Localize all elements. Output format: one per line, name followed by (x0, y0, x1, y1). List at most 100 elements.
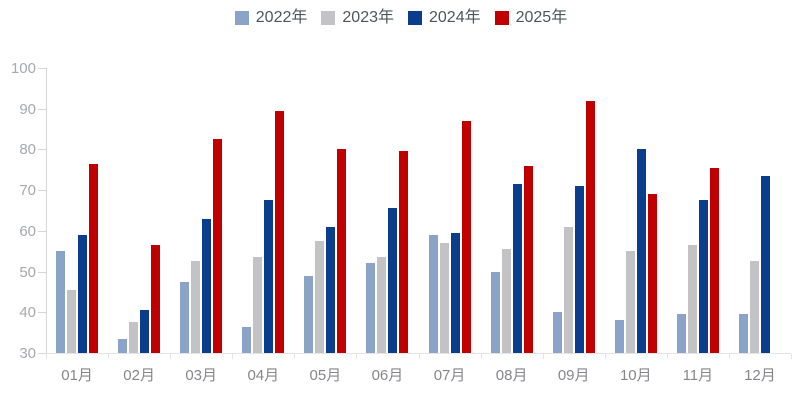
x-axis-boundary-tick (480, 354, 482, 359)
y-axis-tick (38, 190, 46, 192)
bar-2024年-08月 (512, 184, 522, 353)
x-axis-boundary-tick (232, 354, 234, 359)
bar-2023年-11月 (687, 245, 697, 353)
bar-2023年-06月 (377, 257, 387, 353)
bar-2024年-09月 (574, 186, 584, 353)
bar-2024年-02月 (140, 310, 150, 353)
bar-2025年-10月 (647, 194, 657, 353)
legend-swatch-icon (408, 11, 422, 25)
bar-2025年-04月 (275, 110, 285, 353)
bar-2024年-07月 (450, 232, 460, 353)
bar-2022年-03月 (180, 281, 190, 353)
bar-2025年-07月 (461, 120, 471, 353)
y-axis-tick (38, 271, 46, 273)
legend: 2022年 2023年 2024年 2025年 (0, 10, 802, 26)
x-axis-boundary-tick (542, 354, 544, 359)
x-axis-category-label: 11月 (682, 367, 714, 384)
bar-2025年-03月 (213, 139, 223, 353)
y-axis-tick (38, 230, 46, 232)
bar-2025年-09月 (585, 100, 595, 353)
x-axis-category-label: 12月 (744, 367, 776, 384)
x-axis-category-label: 02月 (123, 367, 155, 384)
bar-2024年-01月 (78, 234, 88, 353)
bar-2024年-05月 (326, 226, 336, 353)
bar-2023年-08月 (501, 249, 511, 353)
bar-2022年-01月 (56, 251, 66, 353)
bar-2024年-04月 (264, 200, 274, 353)
y-axis-line (46, 68, 47, 353)
legend-swatch-icon (321, 11, 336, 25)
bar-2023年-07月 (439, 243, 449, 353)
x-axis-boundary-tick (46, 354, 47, 359)
bar-2025年-01月 (89, 163, 99, 353)
y-axis-tick-label: 50 (19, 263, 36, 281)
bar-2023年-04月 (253, 257, 263, 353)
y-axis-tick-label: 100 (10, 60, 36, 77)
bar-2025年-02月 (151, 245, 161, 353)
bar-2024年-06月 (388, 208, 398, 353)
bar-2023年-12月 (749, 261, 759, 353)
bar-2022年-11月 (676, 314, 686, 353)
x-axis-boundary-tick (418, 354, 420, 359)
legend-swatch-icon (494, 11, 509, 25)
x-axis-category-label: 01月 (61, 367, 93, 384)
y-axis-tick-label: 40 (19, 304, 36, 322)
bar-2024年-03月 (202, 218, 212, 353)
x-axis-category-label: 08月 (495, 367, 528, 384)
y-axis-tick-label: 30 (19, 345, 36, 362)
x-axis-boundary-tick (604, 354, 606, 359)
x-axis-category-label: 06月 (371, 367, 404, 384)
legend-item-2022年[interactable]: 2022年 (234, 9, 308, 26)
bar-2022年-06月 (366, 263, 376, 353)
bar-2025年-08月 (523, 165, 533, 353)
x-axis-boundary-tick (108, 354, 110, 359)
x-axis-category-label: 10月 (619, 367, 652, 384)
y-axis-tick (38, 68, 46, 69)
y-axis-tick (38, 353, 46, 354)
bar-2024年-10月 (636, 149, 646, 353)
x-axis-boundary-tick (791, 354, 792, 359)
legend-item-2023年[interactable]: 2023年 (321, 10, 394, 26)
x-axis-boundary-tick (356, 354, 358, 359)
bar-2025年-05月 (337, 149, 347, 353)
bar-2024年-11月 (698, 200, 708, 353)
bar-2023年-05月 (315, 241, 325, 353)
bar-2023年-03月 (191, 261, 201, 353)
x-axis-boundary-tick (728, 354, 730, 359)
legend-item-2025年[interactable]: 2025年 (494, 9, 568, 26)
legend-label: 2023年 (342, 9, 394, 26)
y-axis-tick-label: 80 (19, 141, 36, 159)
y-axis-tick-label: 90 (19, 100, 36, 118)
legend-label: 2024年 (429, 9, 481, 26)
x-axis-boundary-tick (294, 354, 296, 359)
legend-item-2024年[interactable]: 2024年 (408, 10, 481, 26)
y-axis-tick (38, 149, 46, 151)
x-axis-category-label: 09月 (557, 367, 590, 384)
y-axis-tick-label: 70 (19, 182, 36, 200)
x-axis-boundary-tick (170, 354, 172, 359)
x-axis-category-label: 03月 (185, 367, 218, 384)
bar-2022年-04月 (242, 326, 252, 353)
bar-2022年-10月 (614, 320, 624, 353)
x-axis-boundary-tick (666, 354, 668, 359)
bar-2024年-12月 (760, 175, 770, 353)
bar-2025年-06月 (399, 151, 409, 353)
bar-2022年-07月 (428, 234, 438, 353)
y-axis-tick (38, 108, 46, 110)
y-axis-tick (38, 312, 46, 314)
legend-label: 2025年 (515, 9, 568, 26)
legend-swatch-icon (234, 11, 249, 25)
x-axis-category-label: 07月 (433, 367, 466, 384)
bar-2022年-02月 (118, 338, 128, 353)
bar-2022年-12月 (738, 314, 748, 353)
x-axis-line (46, 353, 791, 354)
bar-2025年-11月 (709, 167, 719, 353)
bar-2023年-01月 (67, 289, 77, 353)
legend-label: 2022年 (255, 9, 308, 26)
y-axis-tick-label: 60 (19, 222, 36, 240)
bar-2022年-09月 (552, 312, 562, 353)
x-axis-category-label: 05月 (309, 367, 342, 384)
bar-2023年-02月 (129, 322, 139, 353)
bar-2023年-09月 (563, 226, 573, 353)
